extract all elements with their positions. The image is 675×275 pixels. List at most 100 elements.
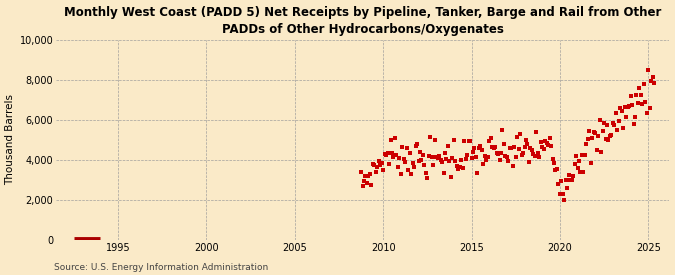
Point (583, 137, 593, 141)
Point (616, 109, 627, 113)
Point (553, 182, 564, 186)
Point (528, 152, 539, 156)
Point (387, 150, 398, 155)
Point (556, 179, 567, 183)
Point (518, 151, 529, 156)
Point (589, 130, 599, 134)
Point (478, 161, 489, 166)
Point (568, 174, 578, 178)
Point (576, 153, 587, 158)
Point (483, 155, 493, 159)
Point (590, 131, 601, 135)
Point (495, 151, 506, 155)
Point (538, 147, 549, 152)
Point (646, 79, 657, 84)
Point (397, 145, 408, 149)
Point (593, 133, 603, 138)
Point (477, 148, 487, 153)
Point (488, 146, 499, 150)
Point (541, 141, 552, 145)
Point (431, 155, 441, 159)
Point (609, 122, 620, 127)
Point (485, 136, 496, 141)
Point (543, 142, 554, 147)
Point (443, 144, 454, 148)
Point (637, 102, 648, 106)
Point (641, 111, 652, 115)
Point (562, 185, 572, 190)
Point (508, 164, 518, 168)
Point (512, 135, 522, 139)
Point (469, 146, 480, 150)
Point (357, 183, 368, 188)
Point (427, 155, 437, 159)
Point (624, 104, 634, 109)
Point (628, 122, 639, 126)
Point (619, 105, 630, 109)
Point (459, 139, 470, 144)
Point (473, 146, 484, 150)
Point (391, 153, 402, 157)
Point (434, 154, 445, 158)
Point (544, 136, 555, 141)
Point (375, 163, 385, 167)
Point (645, 106, 655, 111)
Point (432, 156, 443, 160)
Point (414, 150, 425, 154)
Point (615, 106, 626, 111)
Point (606, 133, 617, 137)
Point (618, 126, 628, 131)
Point (649, 81, 659, 86)
Point (400, 160, 410, 164)
Point (460, 157, 471, 161)
Point (622, 105, 633, 109)
Point (396, 172, 406, 176)
Point (489, 144, 500, 149)
Point (472, 171, 483, 175)
Point (550, 168, 561, 172)
Point (437, 160, 448, 164)
Point (388, 155, 399, 160)
Point (493, 152, 504, 156)
Point (421, 171, 431, 175)
Point (594, 117, 605, 122)
Point (558, 192, 568, 196)
Point (572, 166, 583, 170)
Point (457, 166, 468, 170)
Point (601, 123, 612, 127)
Point (410, 144, 421, 148)
Point (447, 156, 458, 161)
Point (560, 178, 571, 183)
Point (519, 145, 530, 150)
Point (468, 150, 479, 154)
Point (503, 158, 514, 163)
Point (608, 121, 618, 125)
Point (610, 111, 621, 115)
Point (566, 178, 577, 182)
Point (429, 138, 440, 142)
Point (422, 176, 433, 180)
Point (444, 159, 455, 164)
Point (439, 151, 450, 155)
Point (510, 155, 521, 159)
Point (599, 120, 610, 125)
Point (574, 159, 585, 163)
Point (635, 93, 646, 97)
Point (575, 170, 586, 175)
Point (614, 119, 624, 123)
Point (534, 155, 545, 160)
Point (413, 159, 424, 163)
Point (448, 138, 459, 142)
Point (418, 152, 429, 157)
Point (531, 130, 542, 134)
Y-axis label: Thousand Barrels: Thousand Barrels (5, 94, 16, 185)
Point (603, 138, 614, 142)
Point (446, 175, 456, 179)
Point (647, 75, 658, 79)
Point (584, 129, 595, 133)
Point (499, 142, 510, 146)
Point (382, 151, 393, 155)
Point (403, 168, 414, 172)
Point (640, 99, 651, 104)
Point (621, 115, 632, 119)
